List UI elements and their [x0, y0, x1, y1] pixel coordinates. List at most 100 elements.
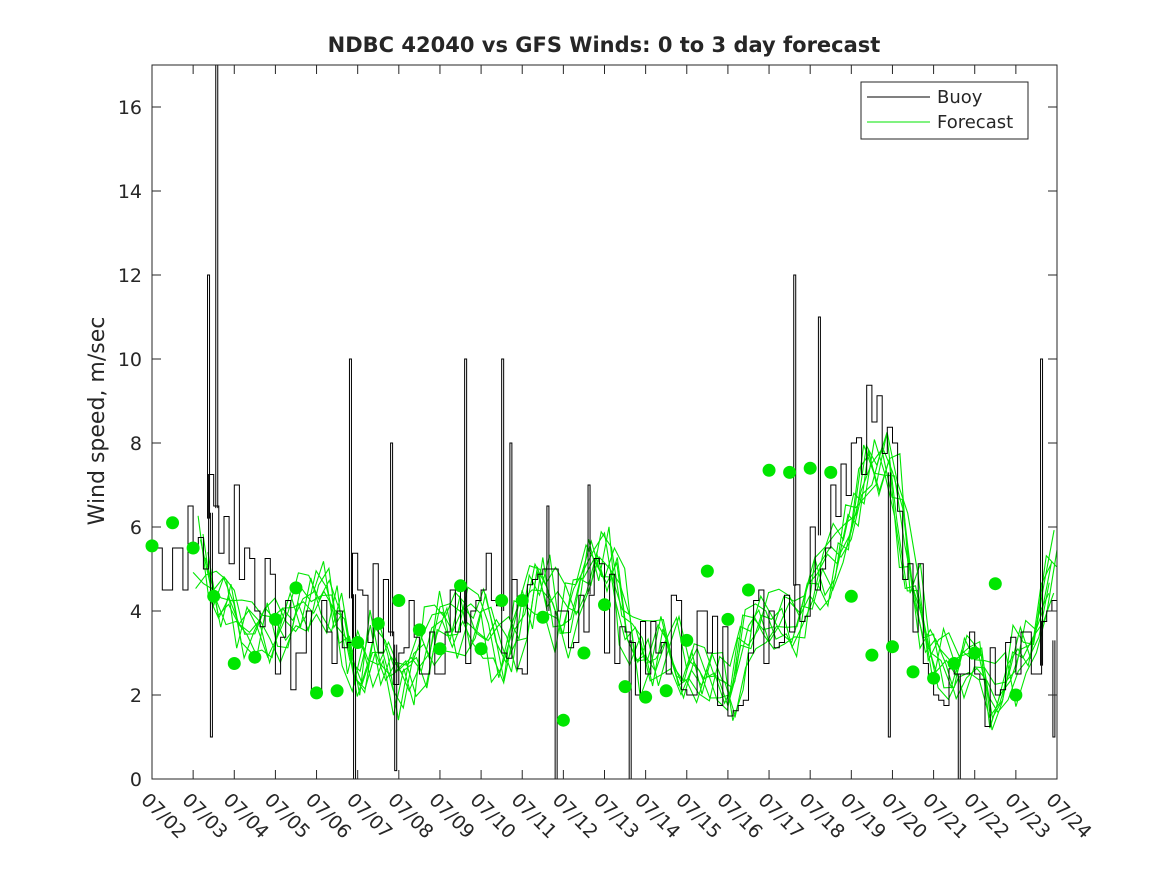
analysis-dot	[639, 690, 653, 704]
forecast-member-line	[199, 452, 1055, 720]
analysis-dot	[289, 581, 303, 595]
x-tick-label: 07/19	[836, 789, 890, 843]
analysis-dot	[433, 642, 447, 656]
buoy-spike	[887, 472, 891, 738]
analysis-dot	[515, 594, 529, 607]
x-tick-label: 07/02	[136, 789, 190, 843]
analysis-dot	[310, 686, 324, 700]
y-tick-label: 10	[118, 349, 142, 371]
analysis-dot	[618, 680, 632, 694]
buoy-spike	[390, 442, 394, 637]
x-tick-label: 07/18	[795, 789, 849, 843]
buoy-spike	[1040, 358, 1044, 666]
x-tick-label: 07/13	[589, 789, 643, 843]
buoy-spike	[817, 316, 821, 536]
buoy-spike	[348, 358, 352, 599]
forecast-member-line	[197, 431, 1053, 729]
buoy-spike	[207, 274, 211, 519]
analysis-dot	[330, 684, 344, 698]
analysis-dot	[227, 657, 241, 670]
analysis-dot	[392, 594, 406, 607]
analysis-dot	[762, 463, 776, 477]
analysis-dot	[166, 516, 180, 530]
y-tick-label: 16	[118, 97, 142, 119]
plot-area	[152, 65, 1057, 779]
x-tick-label: 07/23	[1000, 789, 1054, 843]
analysis-dot	[268, 612, 282, 626]
x-tick-label: 07/09	[424, 789, 478, 843]
x-tick-label: 07/20	[877, 789, 931, 843]
axes-box	[151, 64, 1058, 780]
x-tick-label: 07/07	[342, 789, 396, 843]
x-tick-label: 07/08	[383, 789, 437, 843]
x-tick-label: 07/03	[178, 789, 232, 843]
buoy-spike	[464, 358, 468, 624]
buoy-spike	[501, 358, 505, 611]
analysis-dot	[844, 589, 858, 603]
x-tick-label: 07/05	[260, 789, 314, 843]
y-tick-label: 12	[118, 265, 142, 287]
x-tick-label: 07/12	[548, 789, 602, 843]
analysis-dot	[803, 461, 817, 475]
analysis-dot	[454, 579, 468, 593]
buoy-line	[152, 384, 1057, 727]
buoy-spike	[546, 505, 550, 611]
legend-label-buoy: Buoy	[937, 87, 983, 108]
x-tick-label: 07/17	[754, 789, 808, 843]
buoy-spike	[957, 674, 961, 779]
analysis-dot	[783, 465, 797, 479]
x-tick-label: 07/24	[1041, 789, 1095, 843]
y-tick-label: 14	[118, 181, 142, 203]
buoy-spike	[628, 640, 632, 779]
forecast-member-line	[204, 444, 1050, 706]
analysis-dot	[577, 646, 591, 660]
y-tick-label: 8	[130, 433, 142, 455]
analysis-dot	[1009, 688, 1023, 702]
analysis-dot	[968, 646, 982, 660]
legend: Buoy Forecast	[860, 81, 1029, 140]
x-tick-label: 07/10	[466, 789, 520, 843]
x-tick-label: 07/11	[507, 789, 561, 843]
x-tick-label: 07/22	[959, 789, 1013, 843]
buoy-spike	[554, 611, 558, 779]
analysis-dot	[865, 648, 879, 662]
analysis-dot	[207, 589, 221, 603]
analysis-dot	[186, 541, 200, 555]
analysis-dot	[700, 564, 714, 578]
analysis-dot	[741, 583, 755, 597]
legend-label-forecast: Forecast	[937, 112, 1013, 133]
analysis-dot	[721, 612, 735, 626]
analysis-dot	[824, 465, 838, 479]
analysis-dot	[598, 598, 611, 612]
y-tick-label: 0	[130, 769, 142, 791]
analysis-dot	[412, 623, 426, 637]
chart-title: NDBC 42040 vs GFS Winds: 0 to 3 day fore…	[328, 33, 881, 57]
buoy-spike	[353, 594, 357, 779]
analysis-dot	[351, 636, 365, 649]
analysis-dot	[906, 665, 920, 679]
forecast-member-line	[195, 439, 1050, 714]
analysis-dot	[947, 657, 961, 670]
analysis-dot	[988, 577, 1002, 591]
analysis-dot	[536, 610, 550, 624]
analysis-dot	[556, 713, 570, 727]
y-tick-label: 6	[130, 517, 142, 539]
analysis-dot	[371, 617, 385, 631]
legend-box	[860, 81, 1029, 140]
buoy-spike	[215, 65, 219, 509]
analysis-dot	[474, 642, 488, 656]
buoy-spike	[394, 644, 398, 772]
analysis-dot	[927, 671, 941, 685]
x-tick-label: 07/15	[671, 789, 725, 843]
axes: 024681012141607/0207/0307/0407/0507/0607…	[118, 64, 1096, 843]
x-tick-label: 07/06	[301, 789, 355, 843]
buoy-spike	[793, 274, 797, 586]
y-axis-label: Wind speed, m/sec	[85, 317, 110, 526]
x-tick-label: 07/14	[630, 789, 684, 843]
x-tick-label: 07/16	[712, 789, 766, 843]
buoy-spike	[587, 484, 591, 595]
analysis-dot	[659, 684, 673, 698]
analysis-dot	[248, 650, 262, 664]
